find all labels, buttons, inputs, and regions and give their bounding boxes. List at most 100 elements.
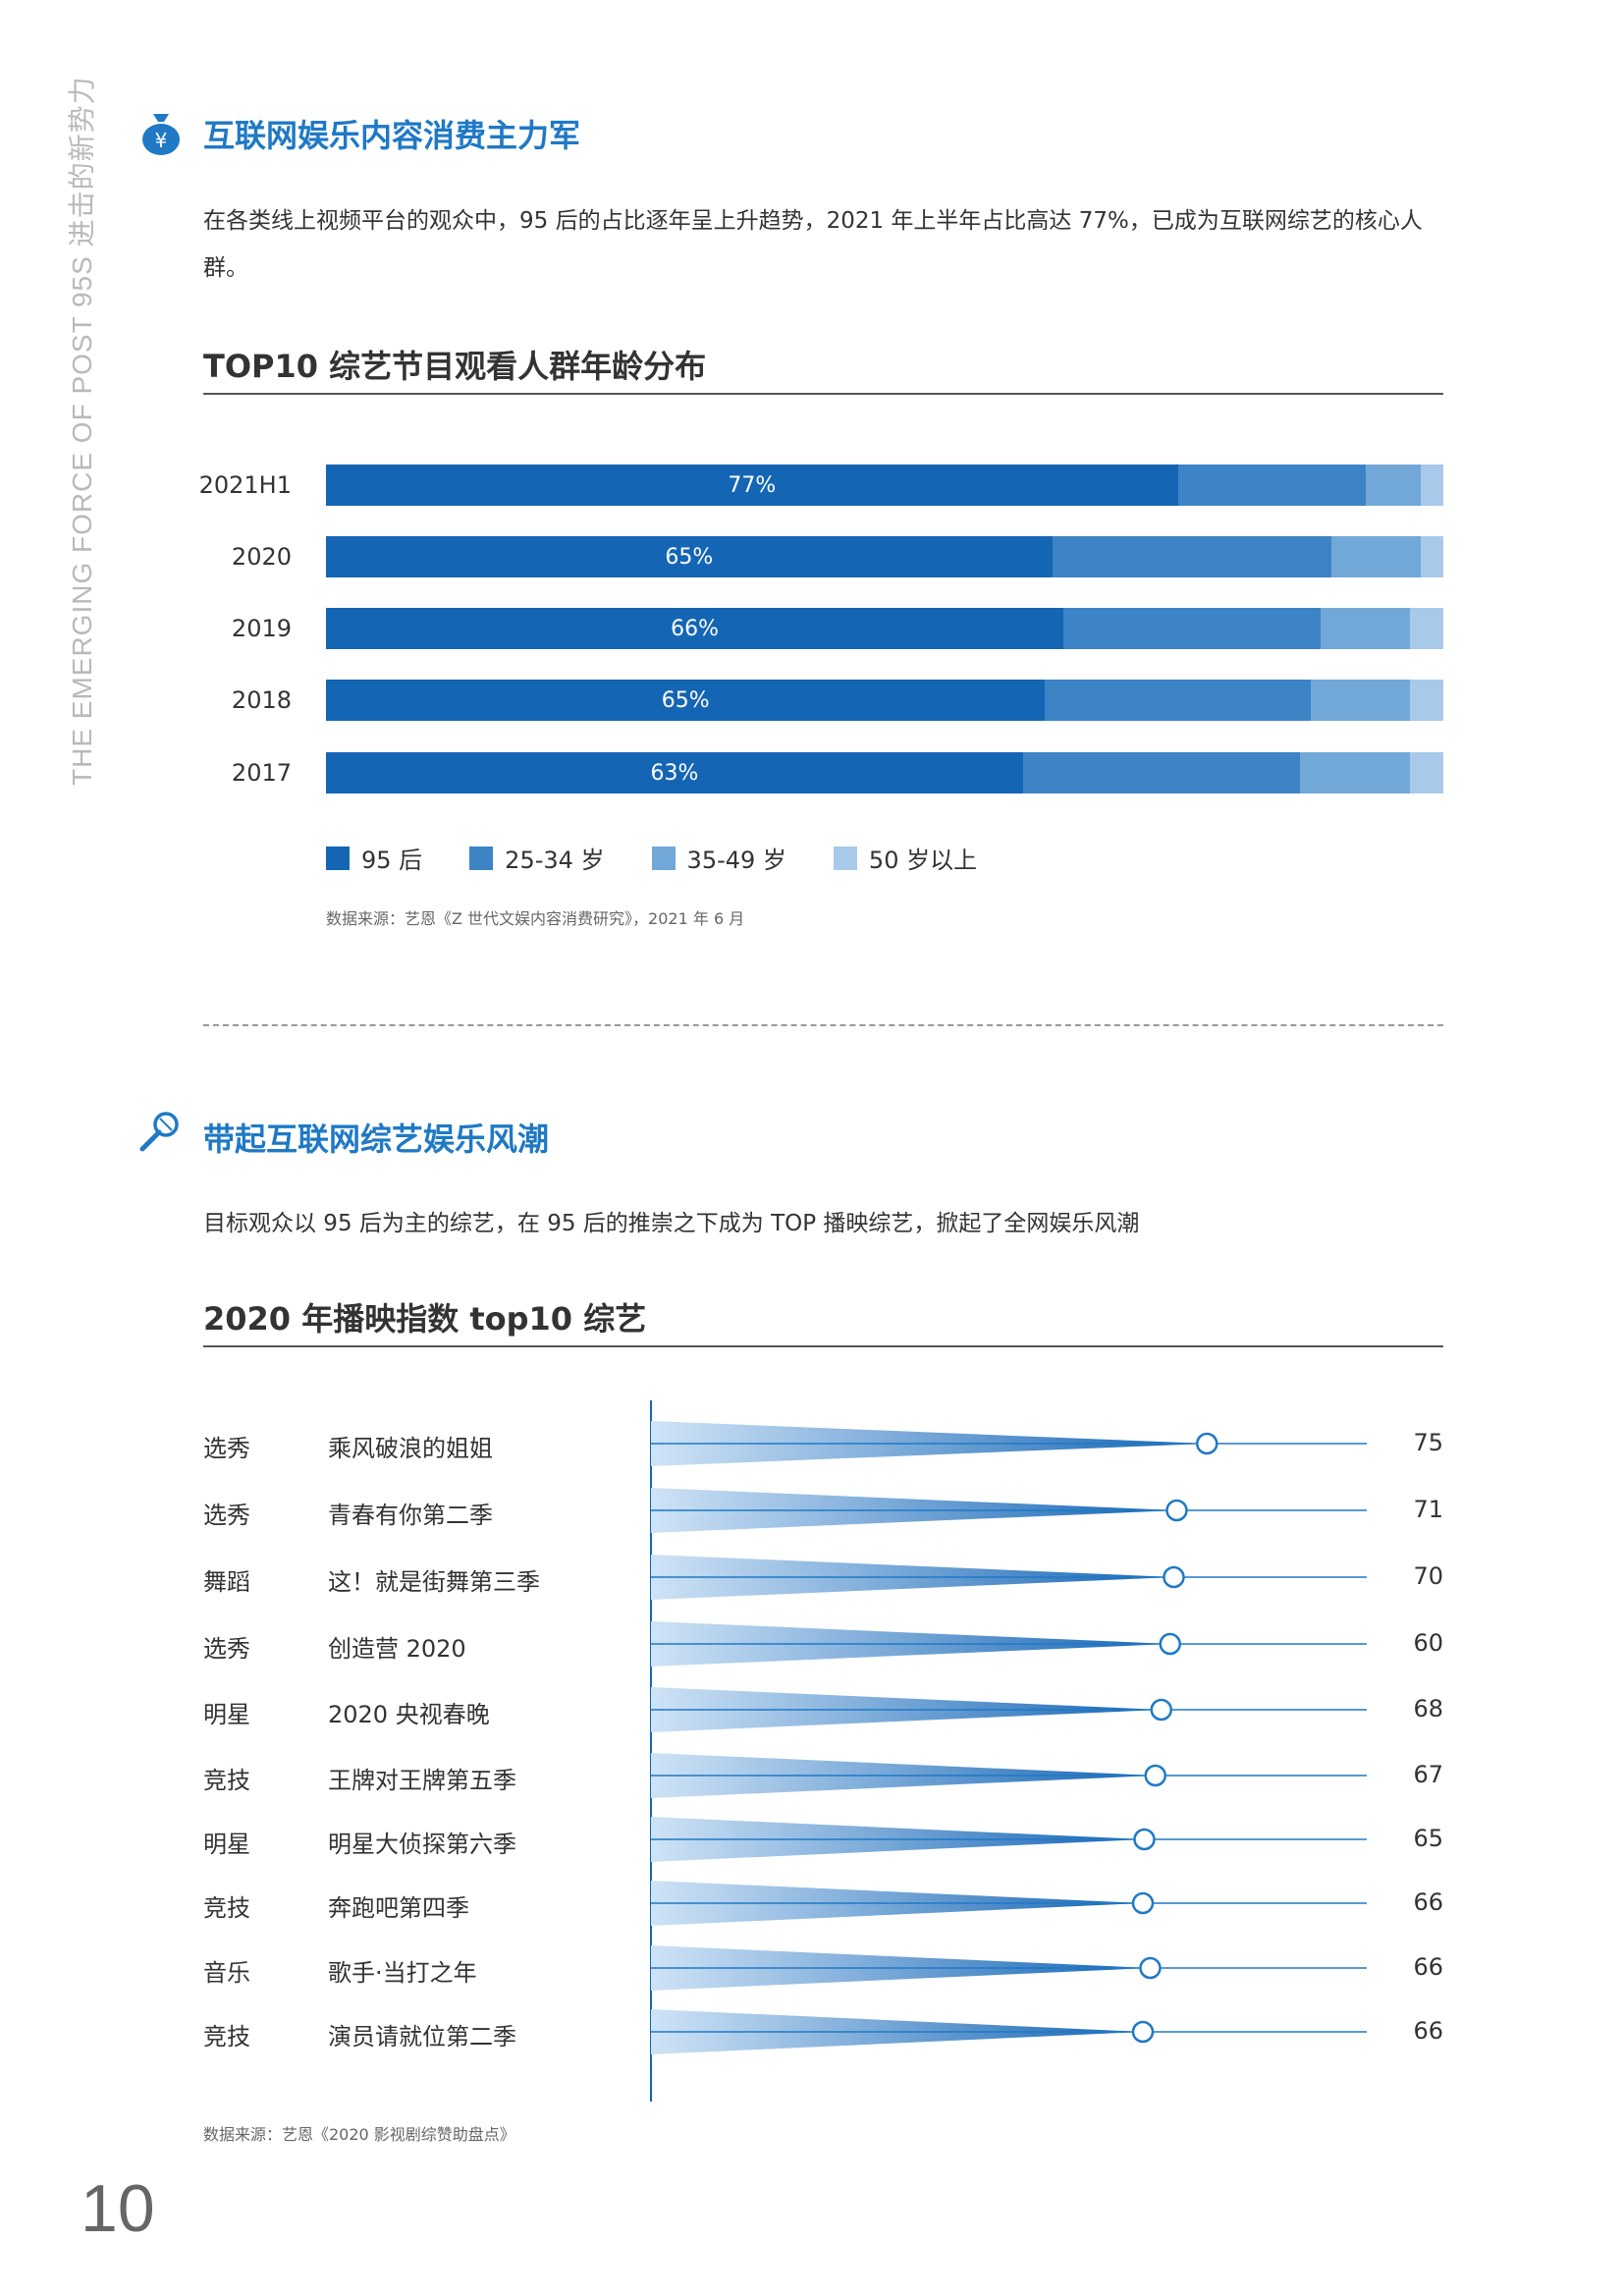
bar-segment: [1022, 752, 1300, 793]
show-name-label: 奔跑吧第四季: [328, 1894, 469, 1922]
show-index-value: 75: [1413, 1429, 1443, 1456]
lollipop-marker: [1196, 1432, 1218, 1455]
bar-category-label: 2021H1: [198, 471, 292, 499]
section-divider: [203, 1024, 1443, 1026]
legend-swatch: [833, 846, 857, 870]
money-bag-icon: ¥: [142, 114, 180, 155]
bar-segment: [1410, 752, 1443, 793]
show-index-value: 60: [1413, 1629, 1443, 1657]
legend-label: 35-49 岁: [686, 847, 786, 874]
lollipop-marker: [1163, 1565, 1185, 1589]
bar-segment: [1421, 465, 1443, 506]
show-name-label: 这！就是街舞第三季: [328, 1568, 540, 1596]
stacked-bar: 63%: [326, 752, 1443, 793]
show-index-value: 71: [1413, 1496, 1443, 1523]
legend-item: 35-49 岁: [651, 841, 786, 875]
bar-value-label: 63%: [650, 760, 699, 786]
legend-item: 95 后: [326, 841, 422, 875]
bar-segment: 66%: [326, 608, 1064, 649]
show-genre-label: 竞技: [203, 1894, 250, 1922]
show-index-value: 67: [1413, 1761, 1443, 1788]
bar-segment: [1045, 680, 1311, 721]
show-name-label: 演员请就位第二季: [328, 2023, 516, 2050]
bar-segment: [1409, 608, 1443, 649]
bar-segment: [1310, 680, 1411, 721]
legend-item: 50 岁以上: [833, 841, 978, 875]
stacked-bar: 77%: [326, 465, 1443, 506]
bar-value-label: 65%: [661, 687, 710, 713]
bar-segment: [1331, 536, 1422, 577]
section1-title: 互联网娱乐内容消费主力军: [203, 117, 581, 154]
show-index-value: 66: [1413, 1953, 1443, 1981]
show-genre-label: 舞蹈: [203, 1568, 250, 1596]
bar-segment: [1421, 536, 1443, 577]
bar-segment: [1177, 465, 1367, 506]
show-genre-label: 竞技: [203, 2023, 250, 2050]
microphone-icon: [139, 1112, 179, 1152]
bar-value-label: 77%: [728, 472, 777, 498]
bar-value-label: 66%: [671, 616, 719, 641]
bar-segment: [1299, 752, 1411, 793]
bar-segment: 65%: [326, 536, 1053, 577]
bar-category-label: 2019: [231, 615, 292, 642]
chart1-legend: 95 后 25-34 岁 35-49 岁 50 岁以上: [326, 841, 1024, 875]
show-index-value: 66: [1413, 1888, 1443, 1916]
legend-swatch: [469, 846, 494, 870]
legend-label: 25-34 岁: [505, 847, 605, 874]
lollipop-marker: [1165, 1499, 1188, 1522]
lollipop-marker: [1133, 1828, 1156, 1851]
legend-swatch: [651, 846, 676, 870]
svg-text:¥: ¥: [155, 129, 168, 152]
bar-segment: [1063, 608, 1321, 649]
bar-segment: [1366, 465, 1422, 506]
section1-paragraph: 在各类线上视频平台的观众中，95 后的占比逐年呈上升趋势，2021 年上半年占比…: [203, 208, 1423, 281]
show-index-value: 66: [1413, 2017, 1443, 2045]
bar-segment: 65%: [326, 680, 1046, 721]
page-number: 10: [81, 2171, 155, 2246]
show-genre-label: 选秀: [203, 1435, 250, 1462]
bar-segment: [1410, 680, 1443, 721]
bar-segment: [1052, 536, 1332, 577]
show-name-label: 乘风破浪的姐姐: [328, 1435, 493, 1462]
chart1-source: 数据来源：艺恩《Z 世代文娱内容消费研究》，2021 年 6 月: [326, 909, 745, 928]
bar-category-label: 2020: [231, 543, 292, 571]
show-genre-label: 竞技: [203, 1767, 250, 1794]
legend-label: 95 后: [361, 847, 423, 874]
show-genre-label: 明星: [203, 1701, 250, 1728]
section2-title: 带起互联网综艺娱乐风潮: [203, 1121, 550, 1158]
lollipop-marker: [1144, 1764, 1166, 1787]
section2-paragraph: 目标观众以 95 后为主的综艺，在 95 后的推崇之下成为 TOP 播映综艺，掀…: [203, 1211, 1140, 1236]
stacked-bar: 65%: [326, 680, 1443, 721]
chart2-title: 2020 年播映指数 top10 综艺: [203, 1300, 647, 1338]
show-name-label: 王牌对王牌第五季: [328, 1767, 516, 1794]
show-name-label: 创造营 2020: [328, 1635, 466, 1663]
stacked-bar: 65%: [326, 536, 1443, 577]
bar-value-label: 65%: [665, 544, 714, 570]
show-index-value: 68: [1413, 1695, 1443, 1722]
lollipop-marker: [1139, 1956, 1162, 1980]
lollipop-marker: [1131, 1891, 1155, 1915]
legend-item: 25-34 岁: [469, 841, 605, 875]
chart2-title-rule: [203, 1345, 1443, 1347]
show-genre-label: 音乐: [203, 1959, 250, 1987]
bar-segment: 63%: [326, 752, 1023, 793]
show-genre-label: 选秀: [203, 1635, 250, 1663]
bar-category-label: 2018: [231, 686, 292, 714]
legend-swatch: [326, 846, 350, 870]
lollipop-marker: [1131, 2020, 1155, 2044]
lollipop-marker: [1150, 1698, 1172, 1722]
show-genre-label: 选秀: [203, 1502, 250, 1529]
legend-label: 50 岁以上: [868, 847, 978, 874]
show-index-value: 70: [1413, 1562, 1443, 1590]
show-genre-label: 明星: [203, 1831, 250, 1858]
chart1-title-rule: [203, 393, 1443, 395]
stacked-bar: 66%: [326, 608, 1443, 649]
bar-segment: [1320, 608, 1410, 649]
show-name-label: 歌手·当打之年: [328, 1959, 477, 1987]
chart1-title: TOP10 综艺节目观看人群年龄分布: [203, 348, 707, 385]
show-name-label: 青春有你第二季: [328, 1502, 493, 1529]
show-index-value: 65: [1413, 1825, 1443, 1852]
chart2-source: 数据来源：艺恩《2020 影视剧综赞助盘点》: [203, 2125, 515, 2144]
bar-category-label: 2017: [231, 759, 292, 787]
